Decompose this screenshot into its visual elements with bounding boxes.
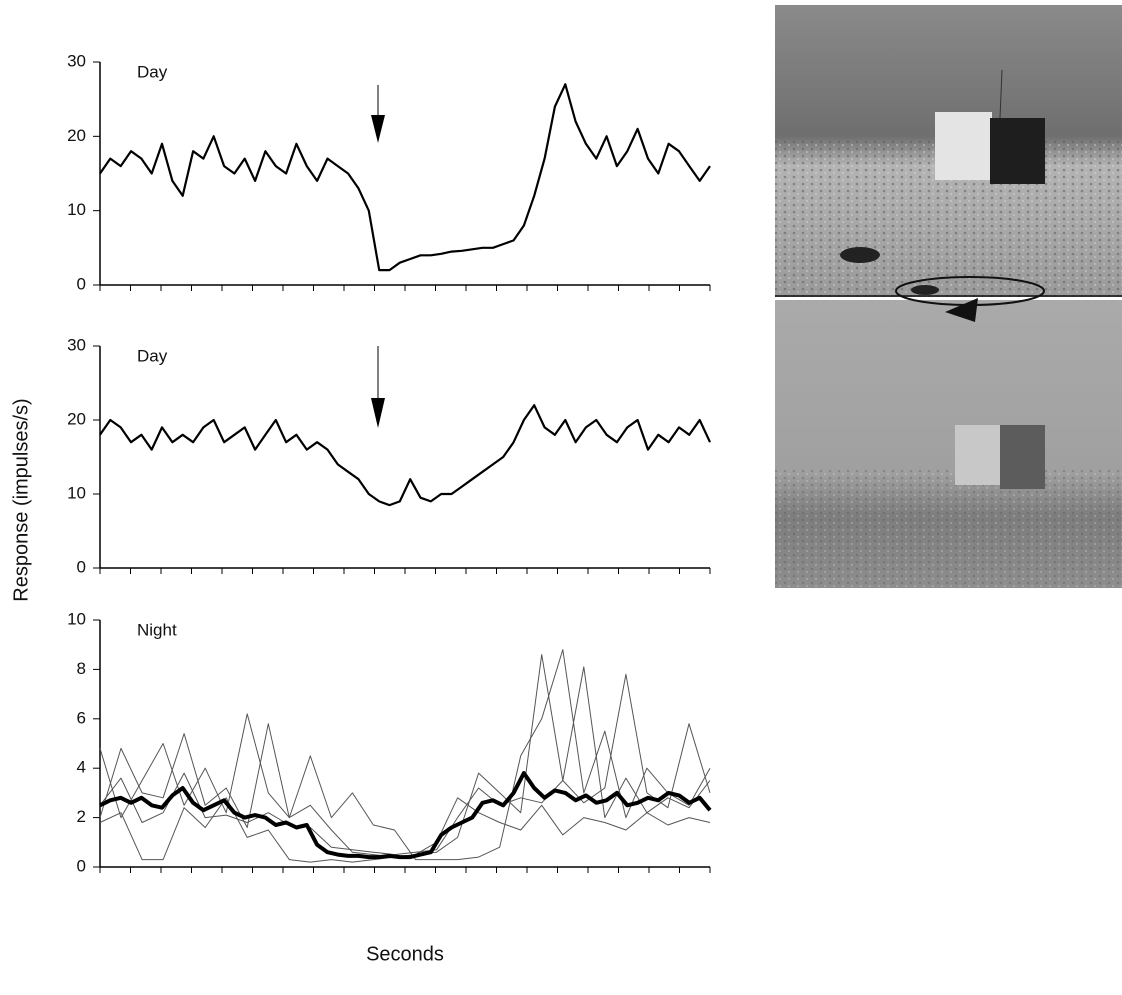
y-tick-label: 10	[67, 483, 86, 502]
panel-label: Day	[137, 62, 168, 81]
data-line	[99, 666, 711, 856]
y-tick-label: 20	[67, 126, 86, 145]
y-tick-label: 0	[77, 856, 86, 875]
photo	[775, 5, 1122, 588]
data-line	[99, 797, 711, 863]
data-line	[99, 649, 711, 861]
y-tick-label: 2	[77, 807, 86, 826]
y-tick-label: 30	[67, 51, 86, 70]
y-tick-label: 10	[67, 609, 86, 628]
y-tick-label: 4	[77, 758, 86, 777]
y-axis-label: Response (impulses/s)	[10, 398, 32, 601]
panel-label: Day	[137, 346, 168, 365]
y-tick-label: 30	[67, 335, 86, 354]
y-tick-label: 10	[67, 200, 86, 219]
data-line	[99, 404, 711, 507]
y-tick-label: 6	[77, 708, 86, 727]
x-axis-label: Seconds	[366, 943, 444, 965]
y-tick-label: 0	[77, 557, 86, 576]
data-line	[99, 654, 711, 858]
data-line	[99, 83, 711, 272]
y-tick-label: 0	[77, 274, 86, 293]
y-tick-label: 8	[77, 659, 86, 678]
panel-label: Night	[137, 620, 177, 639]
arrow	[371, 85, 385, 428]
data-line	[99, 771, 712, 860]
y-tick-label: 20	[67, 409, 86, 428]
